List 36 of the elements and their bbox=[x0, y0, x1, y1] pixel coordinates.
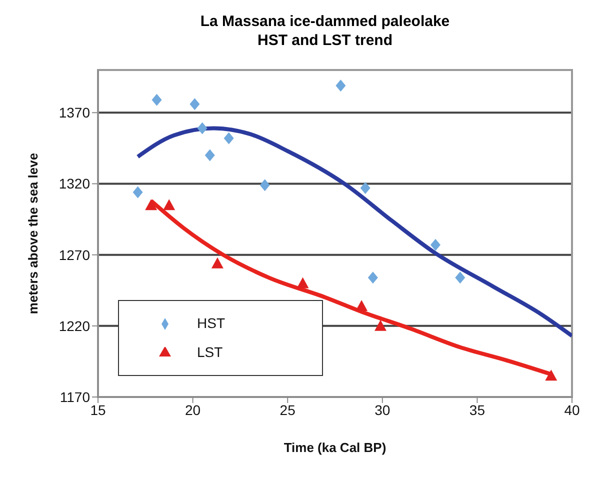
point bbox=[356, 300, 368, 312]
legend-label: HST bbox=[197, 315, 225, 331]
y-tick-label: 1270 bbox=[58, 246, 90, 263]
y-tick-label: 1170 bbox=[60, 388, 90, 405]
x-tick-label: 40 bbox=[564, 402, 580, 418]
x-tick-label: 25 bbox=[280, 402, 296, 418]
y-tick-label: 1370 bbox=[58, 104, 90, 121]
x-tick-label: 35 bbox=[469, 402, 486, 418]
point bbox=[197, 122, 208, 134]
point bbox=[211, 257, 224, 268]
point bbox=[224, 132, 234, 144]
point bbox=[368, 272, 378, 284]
y-tick-label: 1220 bbox=[58, 318, 90, 334]
x-tick-label: 30 bbox=[374, 402, 390, 418]
x-tick-label: 15 bbox=[90, 402, 106, 418]
point bbox=[374, 320, 387, 331]
point bbox=[145, 199, 158, 210]
point bbox=[545, 370, 558, 381]
legend-label: LST bbox=[197, 344, 223, 360]
y-axis-title: meters above the sea leve bbox=[26, 152, 41, 314]
point bbox=[455, 272, 466, 284]
x-tick-label: 20 bbox=[185, 402, 201, 418]
point bbox=[152, 94, 162, 106]
point bbox=[204, 149, 215, 162]
point bbox=[260, 179, 270, 192]
point bbox=[360, 182, 370, 194]
point bbox=[132, 186, 143, 198]
point bbox=[296, 277, 309, 288]
y-tick-label: 1320 bbox=[58, 176, 90, 192]
x-axis-title: Time (ka Cal BP) bbox=[284, 440, 386, 455]
point bbox=[430, 238, 440, 251]
point bbox=[190, 98, 200, 110]
chart-title: La Massana ice-dammed paleolake HST and LST trend bbox=[199, 12, 451, 50]
line-series bbox=[136, 126, 572, 338]
point bbox=[163, 199, 176, 210]
point bbox=[336, 80, 346, 92]
